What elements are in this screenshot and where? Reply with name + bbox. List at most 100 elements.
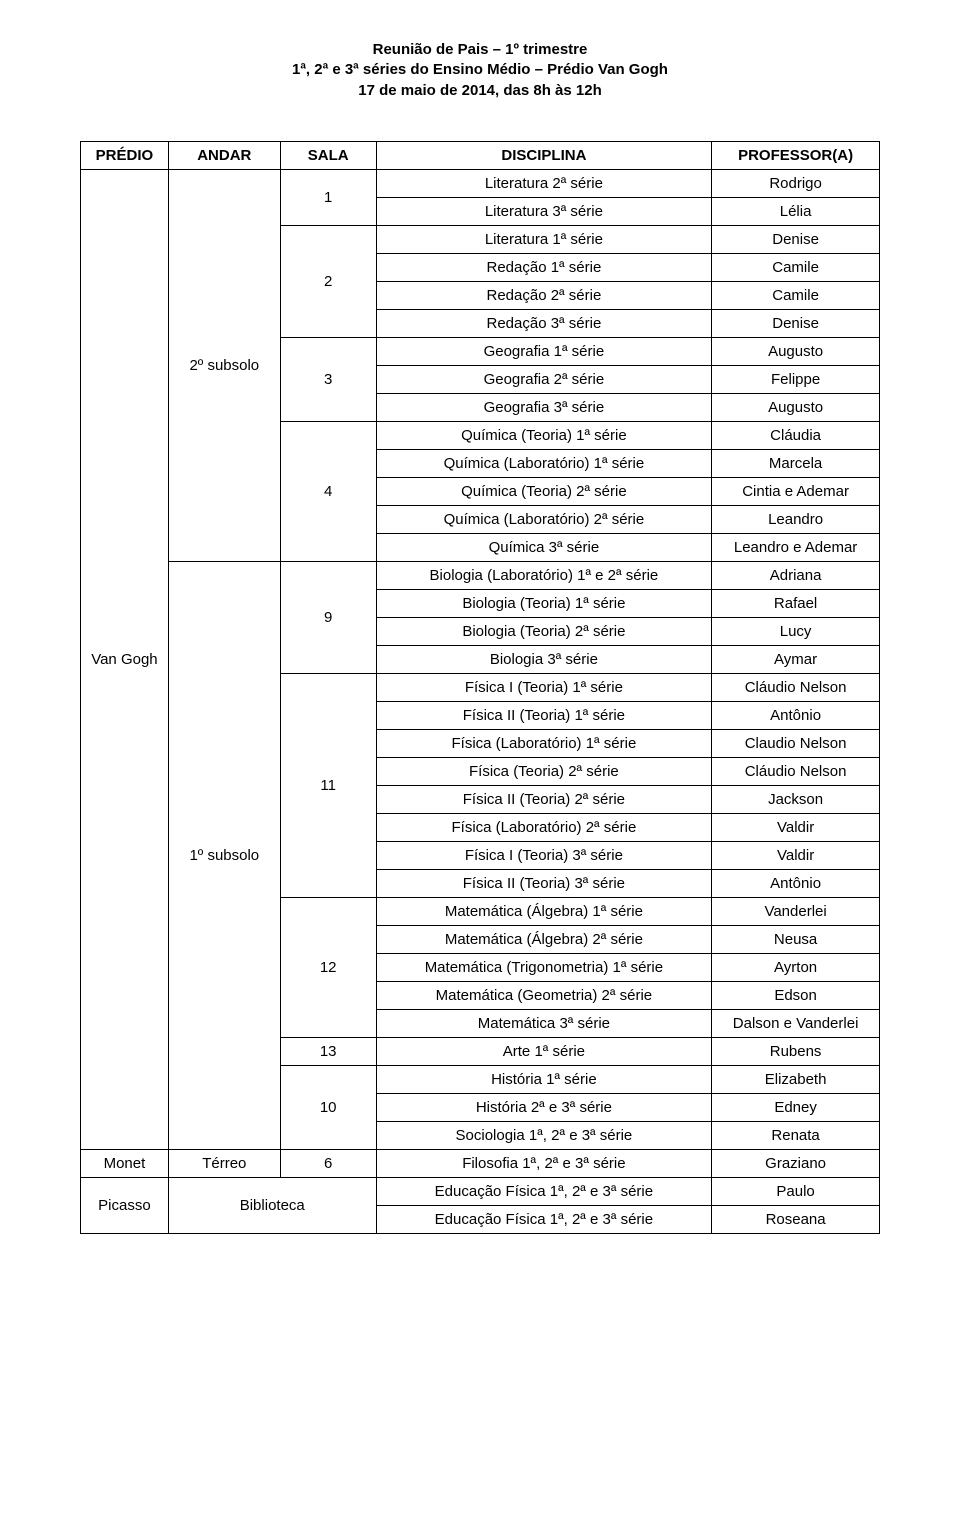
cell-professor: Cláudio Nelson [712,673,880,701]
cell-professor: Camile [712,253,880,281]
header-line-2: 1ª, 2ª e 3ª séries do Ensino Médio – Pré… [80,60,880,80]
cell-disciplina: Filosofia 1ª, 2ª e 3ª série [376,1149,712,1177]
cell-professor: Cláudio Nelson [712,757,880,785]
cell-professor: Cláudia [712,421,880,449]
cell-disciplina: Educação Física 1ª, 2ª e 3ª série [376,1177,712,1205]
cell-disciplina: Física II (Teoria) 2ª série [376,785,712,813]
cell-professor: Lucy [712,617,880,645]
sala-6: 6 [280,1149,376,1177]
cell-professor: Edney [712,1093,880,1121]
cell-disciplina: Matemática (Álgebra) 1ª série [376,897,712,925]
cell-disciplina: Química (Laboratório) 1ª série [376,449,712,477]
cell-disciplina: Literatura 2ª série [376,169,712,197]
sala-9: 9 [280,561,376,673]
cell-disciplina: Redação 1ª série [376,253,712,281]
cell-disciplina: História 2ª e 3ª série [376,1093,712,1121]
table-row: Van Gogh 2º subsolo 1 Literatura 2ª séri… [81,169,880,197]
cell-professor: Leandro e Ademar [712,533,880,561]
cell-disciplina: Arte 1ª série [376,1037,712,1065]
cell-disciplina: Sociologia 1ª, 2ª e 3ª série [376,1121,712,1149]
cell-professor: Edson [712,981,880,1009]
cell-professor: Augusto [712,393,880,421]
cell-disciplina: Redação 3ª série [376,309,712,337]
cell-disciplina: Matemática (Trigonometria) 1ª série [376,953,712,981]
predio-vangogh: Van Gogh [81,169,169,1149]
cell-professor: Rafael [712,589,880,617]
cell-professor: Cintia e Ademar [712,477,880,505]
col-andar: ANDAR [168,141,280,169]
cell-disciplina: Geografia 1ª série [376,337,712,365]
predio-picasso: Picasso [81,1177,169,1233]
cell-professor: Elizabeth [712,1065,880,1093]
andar-terreo: Térreo [168,1149,280,1177]
cell-disciplina: História 1ª série [376,1065,712,1093]
andar-2subsolo: 2º subsolo [168,169,280,561]
andar-1subsolo: 1º subsolo [168,561,280,1149]
schedule-table: PRÉDIO ANDAR SALA DISCIPLINA PROFESSOR(A… [80,141,880,1234]
cell-professor: Roseana [712,1205,880,1233]
sala-10: 10 [280,1065,376,1149]
sala-1: 1 [280,169,376,225]
cell-professor: Valdir [712,813,880,841]
cell-professor: Aymar [712,645,880,673]
cell-disciplina: Física (Laboratório) 2ª série [376,813,712,841]
sala-biblioteca: Biblioteca [168,1177,376,1233]
cell-professor: Camile [712,281,880,309]
cell-professor: Graziano [712,1149,880,1177]
cell-professor: Dalson e Vanderlei [712,1009,880,1037]
sala-13: 13 [280,1037,376,1065]
cell-disciplina: Física I (Teoria) 1ª série [376,673,712,701]
cell-disciplina: Física II (Teoria) 3ª série [376,869,712,897]
cell-disciplina: Química 3ª série [376,533,712,561]
col-predio: PRÉDIO [81,141,169,169]
table-row: Picasso Biblioteca Educação Física 1ª, 2… [81,1177,880,1205]
cell-disciplina: Biologia (Teoria) 1ª série [376,589,712,617]
cell-disciplina: Química (Laboratório) 2ª série [376,505,712,533]
cell-disciplina: Matemática 3ª série [376,1009,712,1037]
cell-disciplina: Geografia 3ª série [376,393,712,421]
cell-professor: Renata [712,1121,880,1149]
sala-4: 4 [280,421,376,561]
cell-professor: Rubens [712,1037,880,1065]
cell-professor: Neusa [712,925,880,953]
cell-professor: Felippe [712,365,880,393]
sala-12: 12 [280,897,376,1037]
cell-disciplina: Física II (Teoria) 1ª série [376,701,712,729]
cell-professor: Marcela [712,449,880,477]
cell-professor: Rodrigo [712,169,880,197]
cell-disciplina: Química (Teoria) 2ª série [376,477,712,505]
sala-3: 3 [280,337,376,421]
cell-disciplina: Literatura 1ª série [376,225,712,253]
cell-disciplina: Biologia (Teoria) 2ª série [376,617,712,645]
cell-professor: Leandro [712,505,880,533]
cell-disciplina: Física (Laboratório) 1ª série [376,729,712,757]
cell-professor: Lélia [712,197,880,225]
table-row: Monet Térreo 6 Filosofia 1ª, 2ª e 3ª sér… [81,1149,880,1177]
cell-professor: Augusto [712,337,880,365]
cell-professor: Claudio Nelson [712,729,880,757]
cell-professor: Adriana [712,561,880,589]
cell-disciplina: Literatura 3ª série [376,197,712,225]
cell-disciplina: Biologia (Laboratório) 1ª e 2ª série [376,561,712,589]
doc-header: Reunião de Pais – 1º trimestre 1ª, 2ª e … [80,40,880,101]
header-line-1: Reunião de Pais – 1º trimestre [80,40,880,60]
cell-disciplina: Física (Teoria) 2ª série [376,757,712,785]
header-line-3: 17 de maio de 2014, das 8h às 12h [80,81,880,101]
cell-professor: Antônio [712,701,880,729]
col-sala: SALA [280,141,376,169]
cell-professor: Jackson [712,785,880,813]
cell-professor: Denise [712,309,880,337]
cell-disciplina: Química (Teoria) 1ª série [376,421,712,449]
col-disciplina: DISCIPLINA [376,141,712,169]
cell-disciplina: Educação Física 1ª, 2ª e 3ª série [376,1205,712,1233]
sala-2: 2 [280,225,376,337]
cell-professor: Vanderlei [712,897,880,925]
cell-professor: Denise [712,225,880,253]
cell-professor: Paulo [712,1177,880,1205]
sala-11: 11 [280,673,376,897]
table-header-row: PRÉDIO ANDAR SALA DISCIPLINA PROFESSOR(A… [81,141,880,169]
cell-professor: Ayrton [712,953,880,981]
predio-monet: Monet [81,1149,169,1177]
cell-disciplina: Biologia 3ª série [376,645,712,673]
cell-disciplina: Matemática (Álgebra) 2ª série [376,925,712,953]
